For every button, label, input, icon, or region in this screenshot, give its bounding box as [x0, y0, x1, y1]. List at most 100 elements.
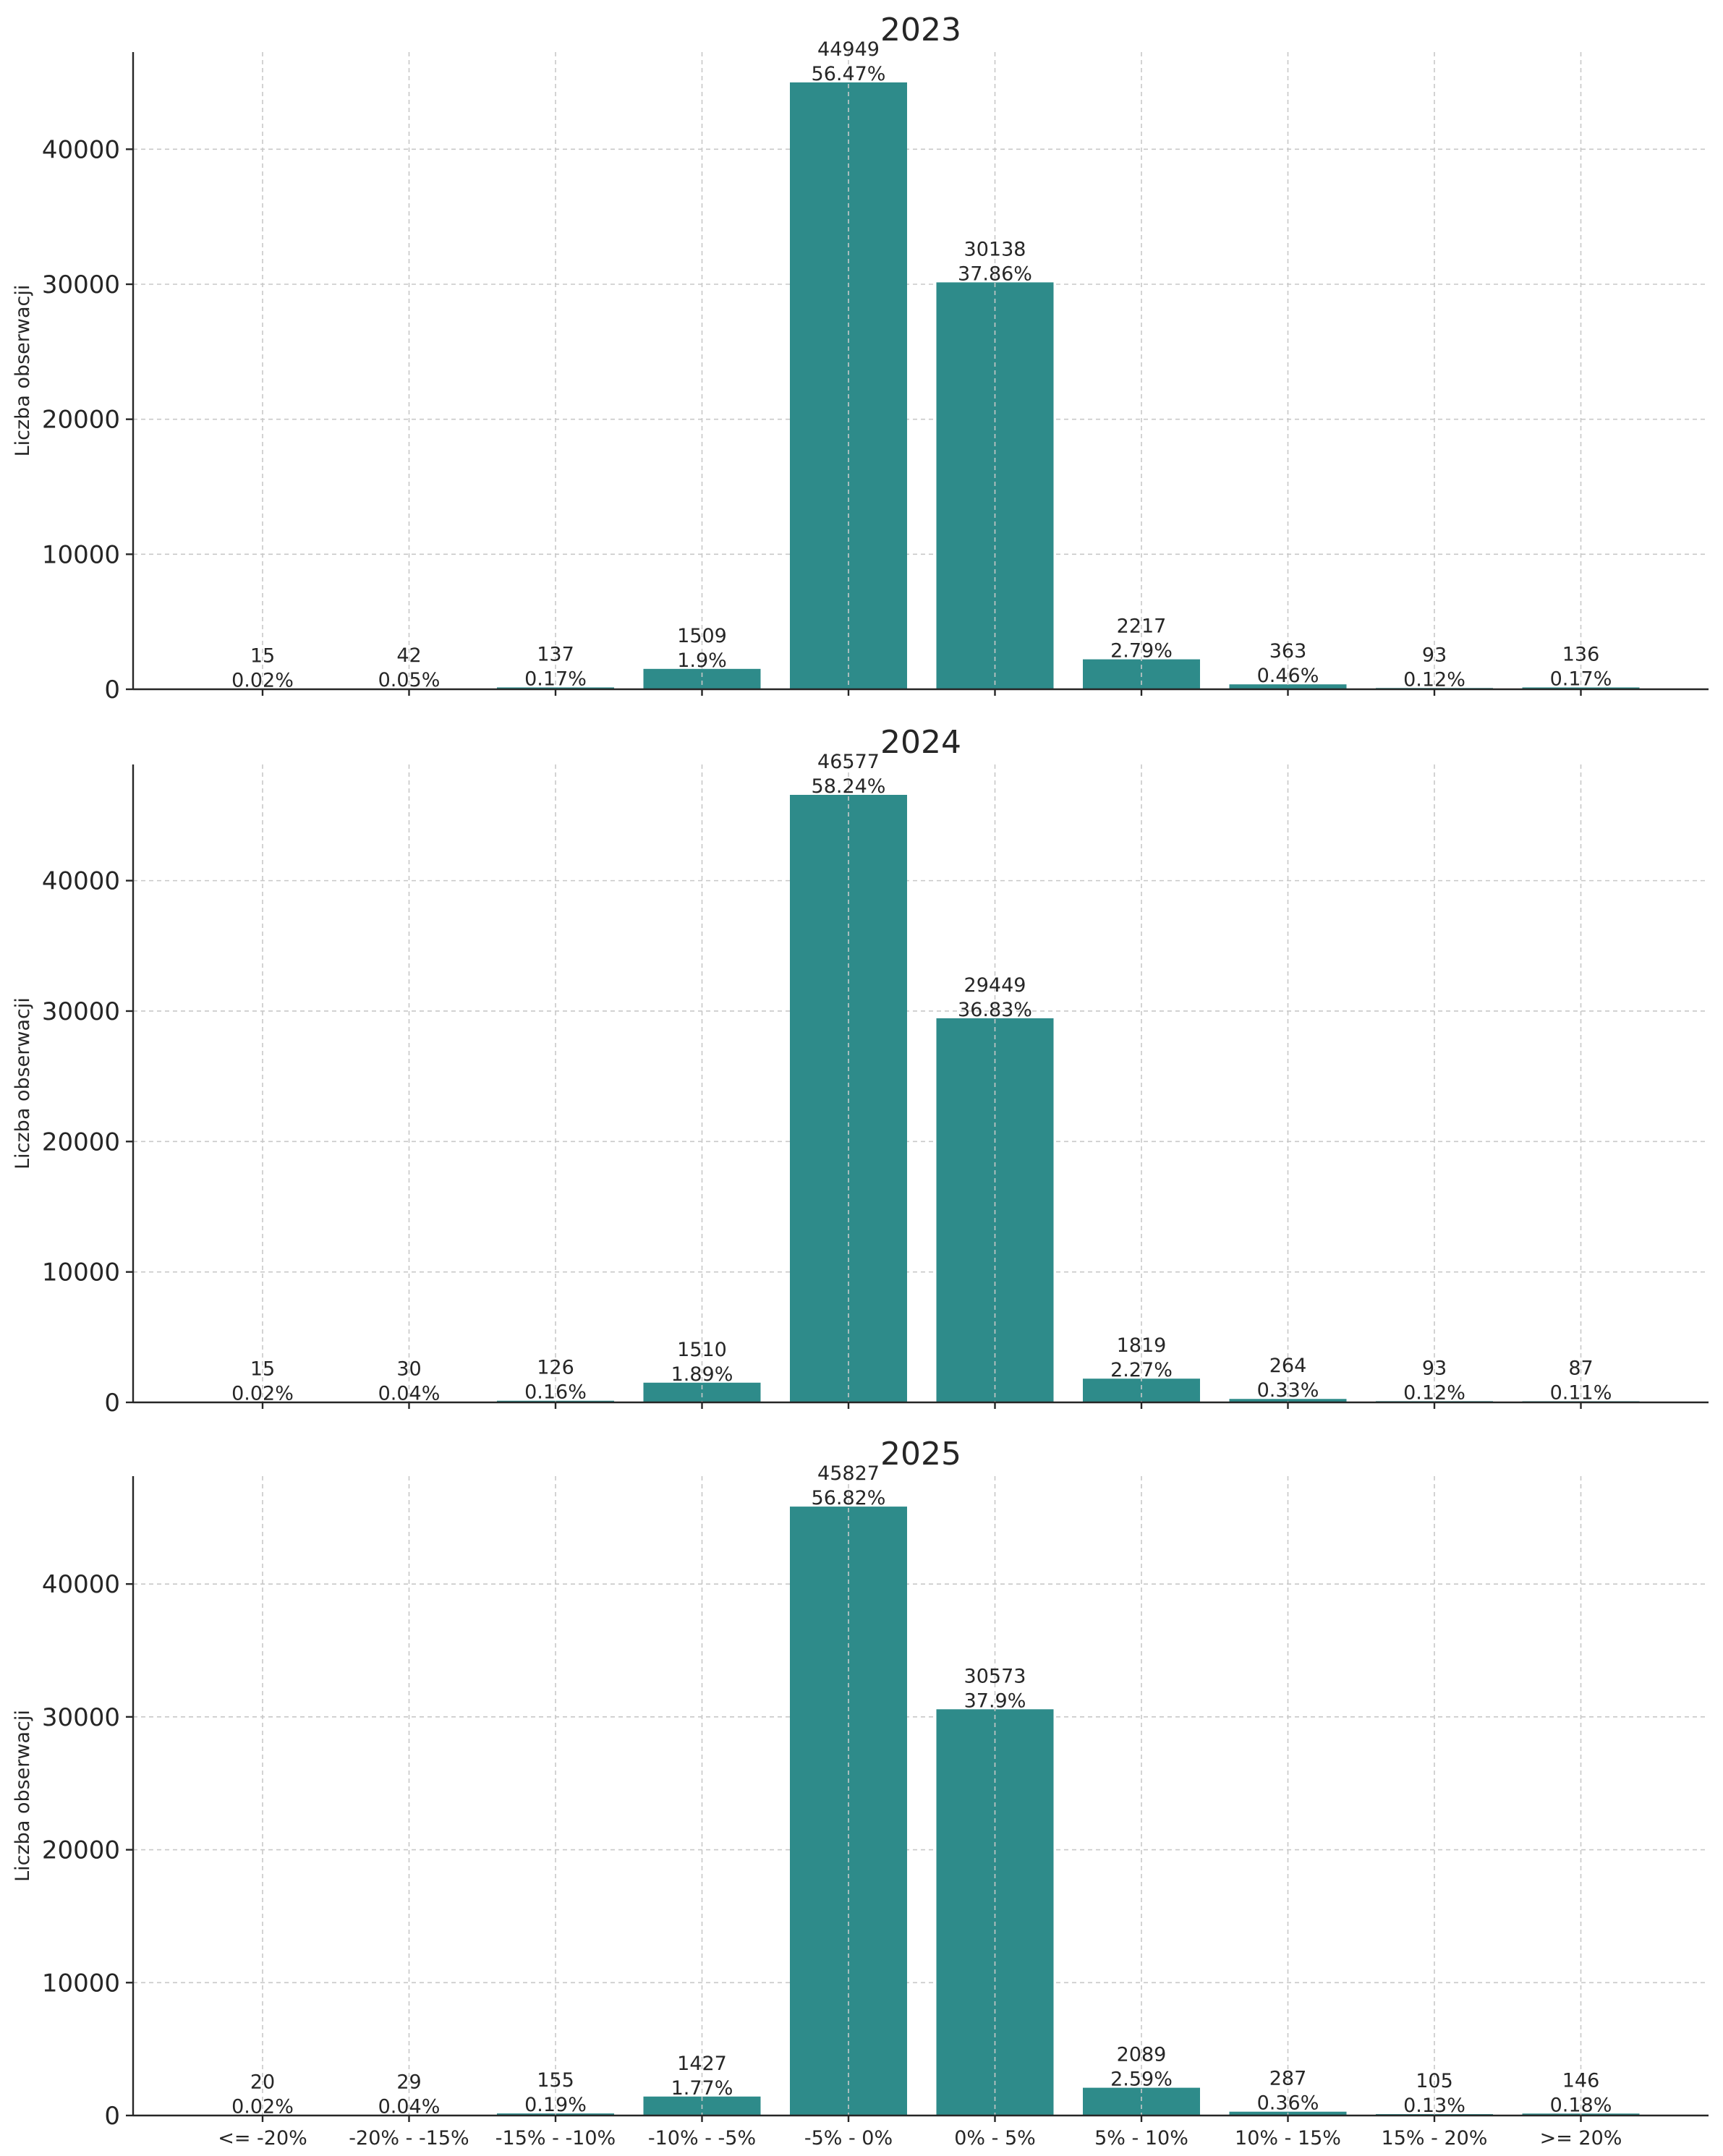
data-label-count: 15	[250, 1358, 275, 1381]
data-label-percent: 0.17%	[524, 668, 587, 690]
y-tick-label: 20000	[42, 1128, 120, 1156]
data-label-percent: 56.47%	[812, 63, 886, 85]
data-label-count: 29	[396, 2071, 421, 2093]
data-label-count: 87	[1568, 1357, 1593, 1379]
x-tick-label: -10% - -5%	[648, 2127, 756, 2149]
y-tick-label: 40000	[42, 135, 120, 164]
chart-panel-2023: 0 10000 20000 30000 40000 150.02% 420.05% 137 0.…	[12, 12, 1709, 704]
bar--10% - -5%	[643, 668, 761, 689]
data-label-percent: 0.13%	[1403, 2095, 1465, 2117]
data-label-count: 155	[537, 2069, 574, 2092]
data-label-count: 264	[1269, 1355, 1307, 1377]
data-label-count: 1819	[1117, 1334, 1167, 1357]
chart-panel-2025: 010000200003000040000200.02%290.04%1550.…	[12, 1436, 1709, 2149]
data-label-count: 93	[1422, 644, 1447, 666]
bar-10% - 15%	[1229, 684, 1347, 689]
data-label-percent: 0.12%	[1403, 1381, 1465, 1404]
x-tick-label: 10% - 15%	[1235, 2127, 1341, 2149]
data-label-percent: 0.04%	[378, 1382, 441, 1405]
data-label-percent: 0.18%	[1550, 2094, 1612, 2116]
data-label-count: 30	[396, 1358, 421, 1380]
bar--15% - -10%	[497, 687, 614, 689]
data-label-percent: 0.02%	[231, 1383, 294, 1405]
bar-0% - 5%	[936, 1709, 1054, 2115]
bar-5% - 10%	[1083, 1379, 1200, 1402]
data-label-percent: 37.9%	[964, 1690, 1026, 1712]
data-label-percent: 0.02%	[231, 2096, 294, 2118]
data-label-count: 2089	[1117, 2044, 1167, 2066]
x-tick-label: 5% - 10%	[1094, 2127, 1188, 2149]
data-label-count: 136	[1562, 643, 1600, 665]
data-label-count: 42	[396, 644, 421, 667]
bar->= 20%	[1522, 687, 1640, 689]
chart-panel-2024: 010000200003000040000150.02%300.04%1260.…	[12, 724, 1709, 1418]
y-tick-label: 30000	[42, 997, 120, 1026]
y-tick-label: 10000	[42, 1258, 120, 1287]
data-label-percent: 58.24%	[812, 775, 886, 798]
y-tick-label: 30000	[42, 270, 120, 299]
y-tick-label: 0	[104, 676, 120, 704]
data-label-percent: 2.27%	[1110, 1359, 1173, 1381]
data-label-percent: 0.46%	[1257, 665, 1319, 687]
data-label-count: 30573	[964, 1665, 1026, 1687]
x-tick-label: -5% - 0%	[804, 2127, 893, 2149]
data-label-count: 137	[537, 643, 574, 665]
data-label-percent: 2.59%	[1110, 2068, 1173, 2091]
x-tick-label: <= -20%	[218, 2127, 307, 2149]
bar-10% - 15%	[1229, 1399, 1347, 1402]
y-axis-label: Liczba obserwacji	[12, 997, 34, 1169]
y-tick-label: 0	[104, 2102, 120, 2131]
data-label-percent: 1.89%	[671, 1363, 733, 1386]
data-label-count: 363	[1269, 640, 1307, 662]
data-label-percent: 0.04%	[378, 2095, 441, 2118]
data-label-count: 287	[1269, 2068, 1307, 2090]
x-tick-label: >= 20%	[1540, 2127, 1622, 2149]
data-label-percent: 0.11%	[1550, 1381, 1612, 1404]
y-tick-label: 20000	[42, 1836, 120, 1865]
data-label-count: 15	[250, 645, 275, 668]
x-tick-label: 0% - 5%	[954, 2127, 1036, 2149]
data-label-percent: 37.86%	[958, 263, 1032, 285]
data-label-percent: 0.33%	[1257, 1379, 1319, 1402]
y-axis-label: Liczba obserwacji	[12, 285, 34, 457]
data-label-count: 105	[1416, 2070, 1453, 2092]
y-tick-label: 40000	[42, 1570, 120, 1599]
y-axis-label: Liczba obserwacji	[12, 1710, 34, 1882]
y-tick-label: 10000	[42, 1969, 120, 1998]
data-label-count: 20	[250, 2071, 275, 2094]
y-tick-label: 20000	[42, 406, 120, 435]
y-tick-label: 0	[104, 1389, 120, 1418]
data-label-percent: 0.16%	[524, 1381, 587, 1404]
data-label-percent: 56.82%	[812, 1487, 886, 1509]
data-label-count: 1509	[677, 625, 727, 647]
data-label-count: 30138	[964, 238, 1026, 260]
data-label-percent: 0.36%	[1257, 2092, 1319, 2115]
data-label-percent: 0.17%	[1550, 668, 1612, 690]
data-label-count: 146	[1562, 2069, 1600, 2092]
chart-title: 2023	[880, 12, 961, 48]
data-label-count: 2217	[1117, 615, 1167, 638]
y-tick-label: 10000	[42, 540, 120, 569]
data-label-percent: 0.12%	[1403, 668, 1465, 691]
data-label-count: 44949	[817, 38, 880, 61]
data-label-count: 126	[537, 1357, 574, 1379]
chart-title: 2025	[880, 1436, 961, 1473]
data-label-percent: 1.9%	[677, 649, 727, 672]
data-label-count: 93	[1422, 1357, 1447, 1379]
data-label-count: 46577	[817, 751, 880, 773]
y-tick-label: 30000	[42, 1703, 120, 1732]
data-label-percent: 0.05%	[378, 669, 441, 691]
x-tick-label: -15% - -10%	[495, 2127, 616, 2149]
x-tick-label: 15% - 20%	[1382, 2127, 1488, 2149]
data-label-count: 1510	[677, 1339, 727, 1361]
data-label-percent: 0.02%	[231, 670, 294, 692]
data-label-count: 45827	[817, 1462, 880, 1485]
x-tick-label: -20% - -15%	[349, 2127, 469, 2149]
data-label-percent: 0.19%	[524, 2094, 587, 2116]
data-label-count: 29449	[964, 974, 1026, 997]
y-tick-label: 40000	[42, 867, 120, 896]
data-label-percent: 2.79%	[1110, 640, 1173, 662]
data-label-percent: 1.77%	[671, 2077, 733, 2100]
